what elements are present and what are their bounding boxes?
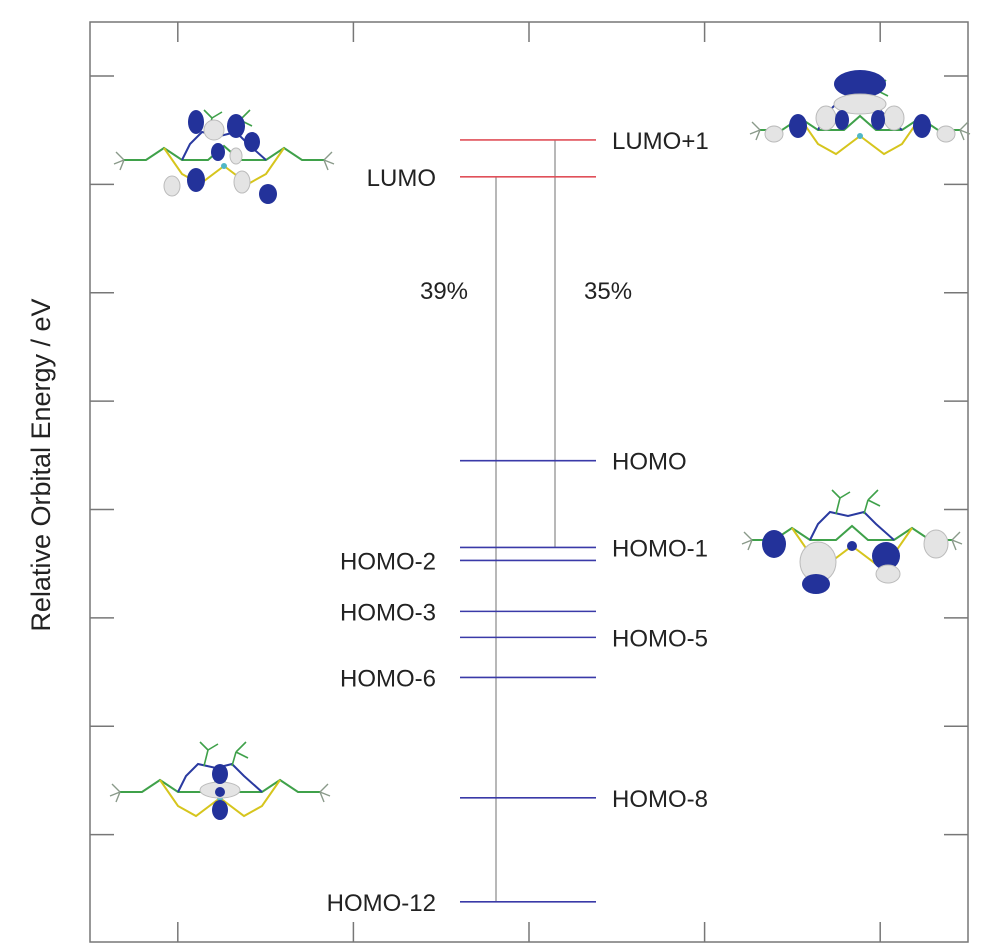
level-label-lumo: LUMO bbox=[367, 165, 436, 192]
transition-label-2: 35% bbox=[584, 278, 632, 305]
transition-label-1: 39% bbox=[420, 278, 468, 305]
transitions: 39% 35% bbox=[420, 139, 632, 902]
orbital-image-lumo bbox=[113, 109, 335, 204]
orbital-image-homo-12 bbox=[109, 741, 331, 820]
orbital-image-homo-1 bbox=[741, 489, 963, 594]
level-label-homo: HOMO bbox=[612, 449, 687, 476]
level-label-homo-3: HOMO-3 bbox=[340, 599, 436, 626]
level-label-lumo-plus-1: LUMO+1 bbox=[612, 128, 709, 155]
level-label-homo-12: HOMO-12 bbox=[327, 890, 436, 917]
y-axis-title: Relative Orbital Energy / eV bbox=[26, 298, 56, 631]
level-label-homo-2: HOMO-2 bbox=[340, 548, 436, 575]
level-label-homo-6: HOMO-6 bbox=[340, 665, 436, 692]
level-label-homo-1: HOMO-1 bbox=[612, 535, 708, 562]
orbital-image-lumo-plus-1 bbox=[749, 70, 971, 155]
level-label-homo-8: HOMO-8 bbox=[612, 786, 708, 813]
energy-levels: LUMO+1 LUMO HOMO HOMO-1 HOMO-2 HOMO-3 HOMO-5 HO… bbox=[327, 128, 709, 917]
level-label-homo-5: HOMO-5 bbox=[612, 625, 708, 652]
axis-ticks bbox=[90, 22, 968, 942]
